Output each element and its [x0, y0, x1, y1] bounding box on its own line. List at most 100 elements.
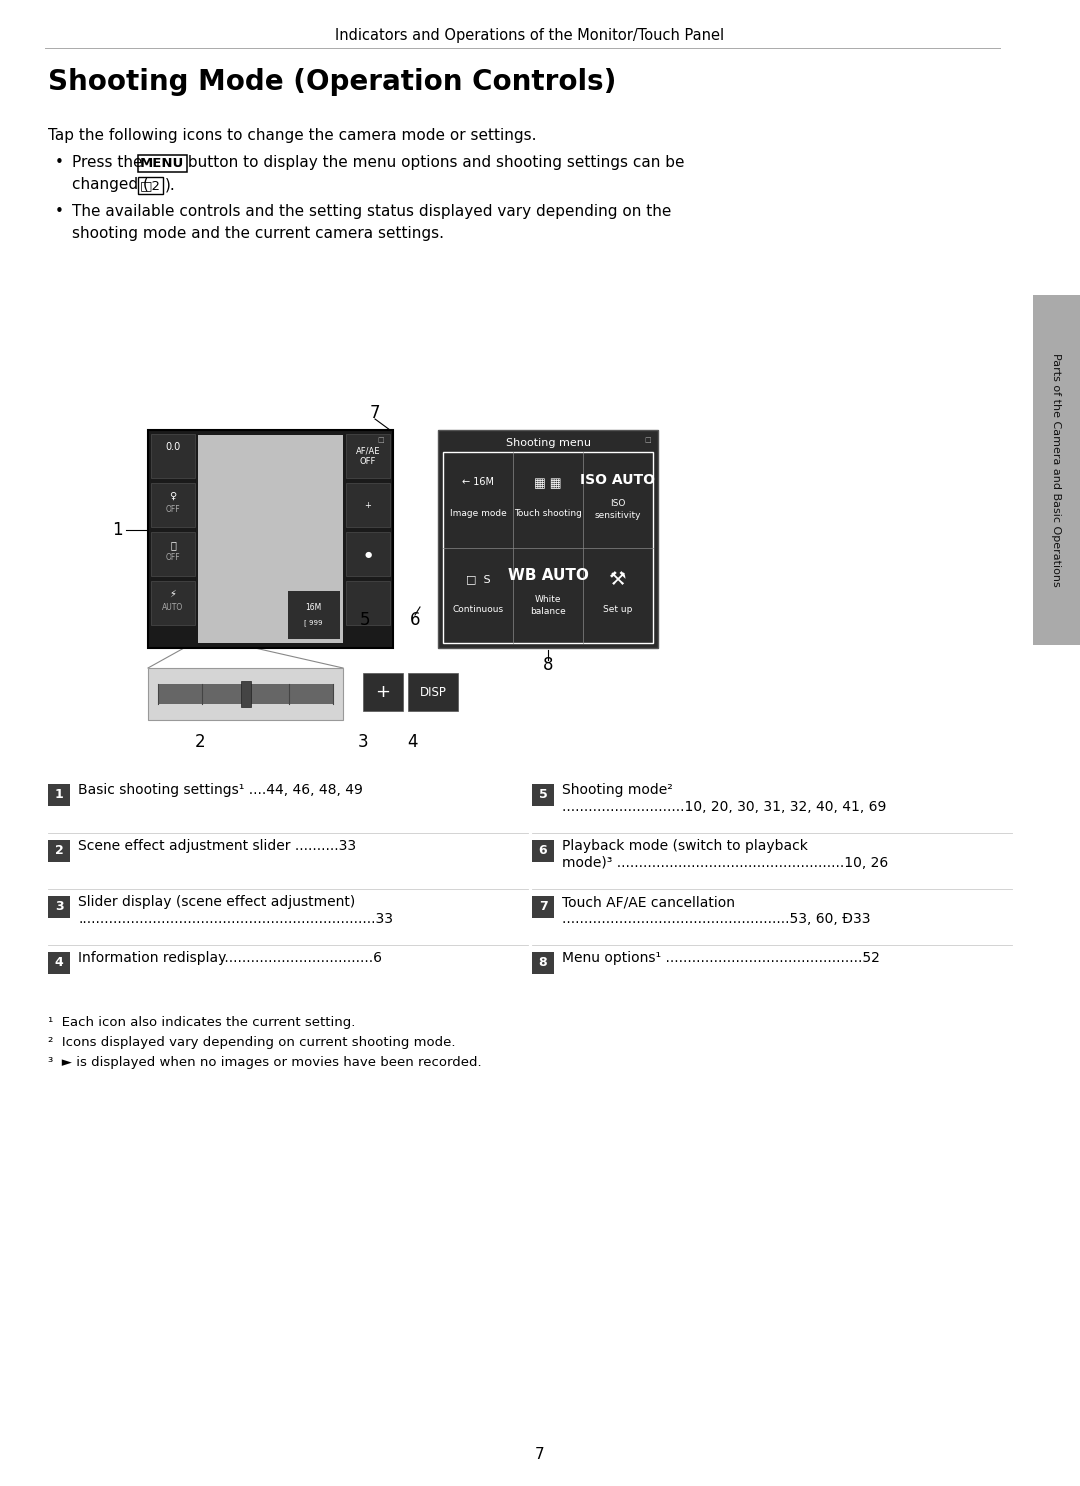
Text: Set up: Set up — [604, 605, 633, 614]
FancyBboxPatch shape — [443, 452, 653, 643]
Text: 6: 6 — [539, 844, 548, 857]
Text: 4: 4 — [55, 957, 64, 969]
Text: ← 16M: ← 16M — [462, 477, 494, 487]
FancyBboxPatch shape — [48, 896, 70, 918]
Text: White: White — [535, 594, 562, 603]
Text: button to display the menu options and shooting settings can be: button to display the menu options and s… — [183, 155, 685, 169]
Text: DISP: DISP — [419, 685, 446, 698]
Text: ....................................................................33: ........................................… — [78, 912, 393, 926]
Text: OFF: OFF — [165, 505, 180, 514]
Text: ............................10, 20, 30, 31, 32, 40, 41, 69: ............................10, 20, 30, … — [562, 799, 887, 814]
FancyBboxPatch shape — [151, 532, 195, 577]
Text: Indicators and Operations of the Monitor/Touch Panel: Indicators and Operations of the Monitor… — [336, 28, 725, 43]
FancyBboxPatch shape — [346, 483, 390, 528]
Text: 5: 5 — [539, 789, 548, 801]
Text: Playback mode (switch to playback: Playback mode (switch to playback — [562, 840, 808, 853]
FancyBboxPatch shape — [346, 532, 390, 577]
Text: 6: 6 — [409, 611, 420, 629]
Text: 7: 7 — [369, 404, 380, 422]
FancyBboxPatch shape — [438, 429, 658, 648]
FancyBboxPatch shape — [148, 669, 343, 721]
FancyBboxPatch shape — [151, 483, 195, 528]
Text: ISO AUTO: ISO AUTO — [581, 473, 656, 487]
Text: ⚡: ⚡ — [170, 588, 176, 599]
FancyBboxPatch shape — [408, 673, 458, 710]
Text: [ 999: [ 999 — [303, 620, 322, 627]
Text: Press the: Press the — [72, 155, 147, 169]
Text: 5: 5 — [360, 611, 370, 629]
Text: 3: 3 — [357, 733, 368, 750]
Text: ³  ► is displayed when no images or movies have been recorded.: ³ ► is displayed when no images or movie… — [48, 1057, 482, 1068]
Text: AF/AE
OFF: AF/AE OFF — [355, 446, 380, 465]
Text: ●: ● — [364, 550, 372, 559]
Text: 0.0: 0.0 — [165, 441, 180, 452]
FancyBboxPatch shape — [158, 684, 333, 704]
FancyBboxPatch shape — [151, 581, 195, 626]
FancyBboxPatch shape — [288, 591, 340, 639]
Text: ).: ). — [165, 177, 176, 192]
FancyBboxPatch shape — [148, 429, 393, 648]
Text: 2: 2 — [55, 844, 64, 857]
Text: OFF: OFF — [165, 553, 180, 563]
Text: Parts of the Camera and Basic Operations: Parts of the Camera and Basic Operations — [1051, 354, 1061, 587]
Text: Slider display (scene effect adjustment): Slider display (scene effect adjustment) — [78, 895, 355, 909]
FancyBboxPatch shape — [346, 581, 390, 626]
Text: □  S: □ S — [465, 574, 490, 584]
Text: 16M: 16M — [305, 603, 321, 612]
Text: ♀: ♀ — [170, 490, 176, 501]
Text: changed (: changed ( — [72, 177, 149, 192]
Text: ²  Icons displayed vary depending on current shooting mode.: ² Icons displayed vary depending on curr… — [48, 1036, 456, 1049]
Text: •: • — [55, 155, 64, 169]
Text: +: + — [376, 684, 391, 701]
FancyBboxPatch shape — [532, 840, 554, 862]
Text: Basic shooting settings¹ ....44, 46, 48, 49: Basic shooting settings¹ ....44, 46, 48,… — [78, 783, 363, 796]
Text: Scene effect adjustment slider ..........33: Scene effect adjustment slider .........… — [78, 840, 356, 853]
FancyBboxPatch shape — [1032, 296, 1080, 645]
Text: □2: □2 — [140, 178, 161, 192]
FancyBboxPatch shape — [532, 953, 554, 973]
Text: □: □ — [378, 437, 384, 443]
Text: mode)³ ....................................................10, 26: mode)³ .................................… — [562, 856, 888, 869]
Text: +: + — [365, 501, 372, 510]
Text: ⚒: ⚒ — [609, 569, 626, 588]
Text: 1: 1 — [111, 522, 122, 539]
Text: 8: 8 — [543, 655, 553, 675]
Text: MENU: MENU — [140, 158, 185, 169]
Text: 4: 4 — [408, 733, 418, 750]
Text: 7: 7 — [539, 901, 548, 914]
FancyBboxPatch shape — [532, 785, 554, 805]
Text: □: □ — [645, 437, 651, 443]
FancyBboxPatch shape — [48, 840, 70, 862]
Text: The available controls and the setting status displayed vary depending on the: The available controls and the setting s… — [72, 204, 672, 218]
Text: Tap the following icons to change the camera mode or settings.: Tap the following icons to change the ca… — [48, 128, 537, 143]
FancyBboxPatch shape — [363, 673, 403, 710]
Text: 7: 7 — [536, 1447, 544, 1462]
FancyBboxPatch shape — [48, 785, 70, 805]
Text: shooting mode and the current camera settings.: shooting mode and the current camera set… — [72, 226, 444, 241]
Text: ¹  Each icon also indicates the current setting.: ¹ Each icon also indicates the current s… — [48, 1016, 355, 1028]
FancyBboxPatch shape — [198, 435, 343, 643]
Text: balance: balance — [530, 606, 566, 615]
Text: ⌛: ⌛ — [170, 539, 176, 550]
Text: WB AUTO: WB AUTO — [508, 568, 589, 583]
Text: AUTO: AUTO — [162, 602, 184, 612]
Text: 3: 3 — [55, 901, 64, 914]
FancyBboxPatch shape — [48, 953, 70, 973]
Text: ISO: ISO — [610, 499, 625, 508]
Text: •: • — [55, 204, 64, 218]
Text: sensitivity: sensitivity — [595, 511, 642, 520]
Text: Image mode: Image mode — [449, 510, 507, 519]
Text: 8: 8 — [539, 957, 548, 969]
Text: Shooting menu: Shooting menu — [505, 438, 591, 447]
Text: 2: 2 — [194, 733, 205, 750]
Text: 1: 1 — [55, 789, 64, 801]
FancyBboxPatch shape — [241, 681, 251, 707]
Text: Touch shooting: Touch shooting — [514, 510, 582, 519]
FancyBboxPatch shape — [532, 896, 554, 918]
Text: Continuous: Continuous — [453, 605, 503, 614]
Text: Menu options¹ .............................................52: Menu options¹ ..........................… — [562, 951, 880, 964]
Text: Shooting Mode (Operation Controls): Shooting Mode (Operation Controls) — [48, 68, 617, 97]
Text: Information redisplay..................................6: Information redisplay...................… — [78, 951, 382, 964]
Text: Shooting mode²: Shooting mode² — [562, 783, 673, 796]
FancyBboxPatch shape — [346, 434, 390, 478]
